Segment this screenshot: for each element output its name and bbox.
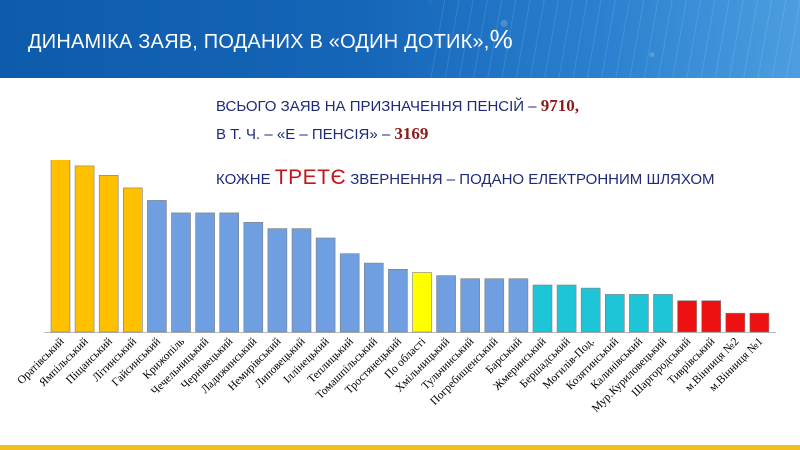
bar-30 [749, 312, 770, 333]
total-applications-line: ВСЬОГО ЗАЯВ НА ПРИЗНАЧЕННЯ ПЕНСІЙ – 9710… [216, 92, 786, 120]
bar-4 [123, 187, 143, 333]
bar-8 [219, 212, 239, 333]
bar-6 [171, 212, 191, 333]
bar-16 [412, 272, 432, 333]
slide-title-text: ДИНАМІКА ЗАЯВ, ПОДАНИХ В «ОДИН ДОТИК», [28, 31, 490, 53]
every-third-suffix: ЗВЕРНЕННЯ – ПОДАНО ЕЛЕКТРОННИМ ШЛЯХОМ [350, 171, 715, 188]
bar-18 [460, 278, 481, 333]
total-applications-value: 9710, [540, 96, 580, 115]
bar-12 [315, 237, 336, 333]
bar-21 [532, 284, 553, 333]
bar-27 [677, 300, 697, 333]
bar-1 [50, 160, 71, 333]
bar-23 [580, 287, 601, 333]
bar-13 [339, 253, 360, 333]
e-pension-line: В Т. Ч. – «Е – ПЕНСІЯ» – 3169 [216, 120, 786, 148]
bar-20 [508, 278, 529, 333]
bar-17 [436, 275, 456, 333]
bar-28 [701, 300, 722, 333]
bar-11 [291, 228, 312, 333]
every-third-line: КОЖНЕ ТРЕТЄ ЗВЕРНЕННЯ – ПОДАНО ЕЛЕКТРОНН… [216, 164, 786, 193]
bar-15 [388, 269, 408, 333]
bar-14 [363, 262, 384, 333]
slide-title-percent: % [489, 24, 513, 54]
header-banner: ДИНАМІКА ЗАЯВ, ПОДАНИХ В «ОДИН ДОТИК»,% [0, 0, 800, 78]
footer-stripe [0, 445, 800, 450]
e-pension-label: В Т. Ч. – «Е – ПЕНСІЯ» – [216, 126, 391, 143]
bar-9 [243, 221, 264, 333]
every-third-prefix: КОЖНЕ [216, 171, 271, 188]
every-third-highlight: ТРЕТЄ [274, 166, 347, 189]
bar-chart: ОратівськийЯмпільськийПіщанськийЛітинськ… [15, 160, 776, 415]
bar-7 [195, 212, 215, 333]
e-pension-value: 3169 [394, 124, 429, 143]
total-applications-label: ВСЬОГО ЗАЯВ НА ПРИЗНАЧЕННЯ ПЕНСІЙ – [216, 98, 537, 115]
bar-29 [725, 312, 746, 333]
bar-19 [484, 278, 505, 333]
bar-24 [604, 294, 625, 333]
bar-26 [653, 294, 673, 333]
bar-2 [74, 165, 95, 333]
bar-3 [98, 175, 119, 333]
bar-22 [556, 284, 577, 333]
slide-title: ДИНАМІКА ЗАЯВ, ПОДАНИХ В «ОДИН ДОТИК»,% [28, 24, 513, 55]
header-decoration [430, 0, 800, 78]
bar-5 [147, 200, 167, 333]
bar-10 [267, 228, 288, 333]
bar-25 [629, 294, 649, 333]
summary-block: ВСЬОГО ЗАЯВ НА ПРИЗНАЧЕННЯ ПЕНСІЙ – 9710… [216, 92, 786, 193]
